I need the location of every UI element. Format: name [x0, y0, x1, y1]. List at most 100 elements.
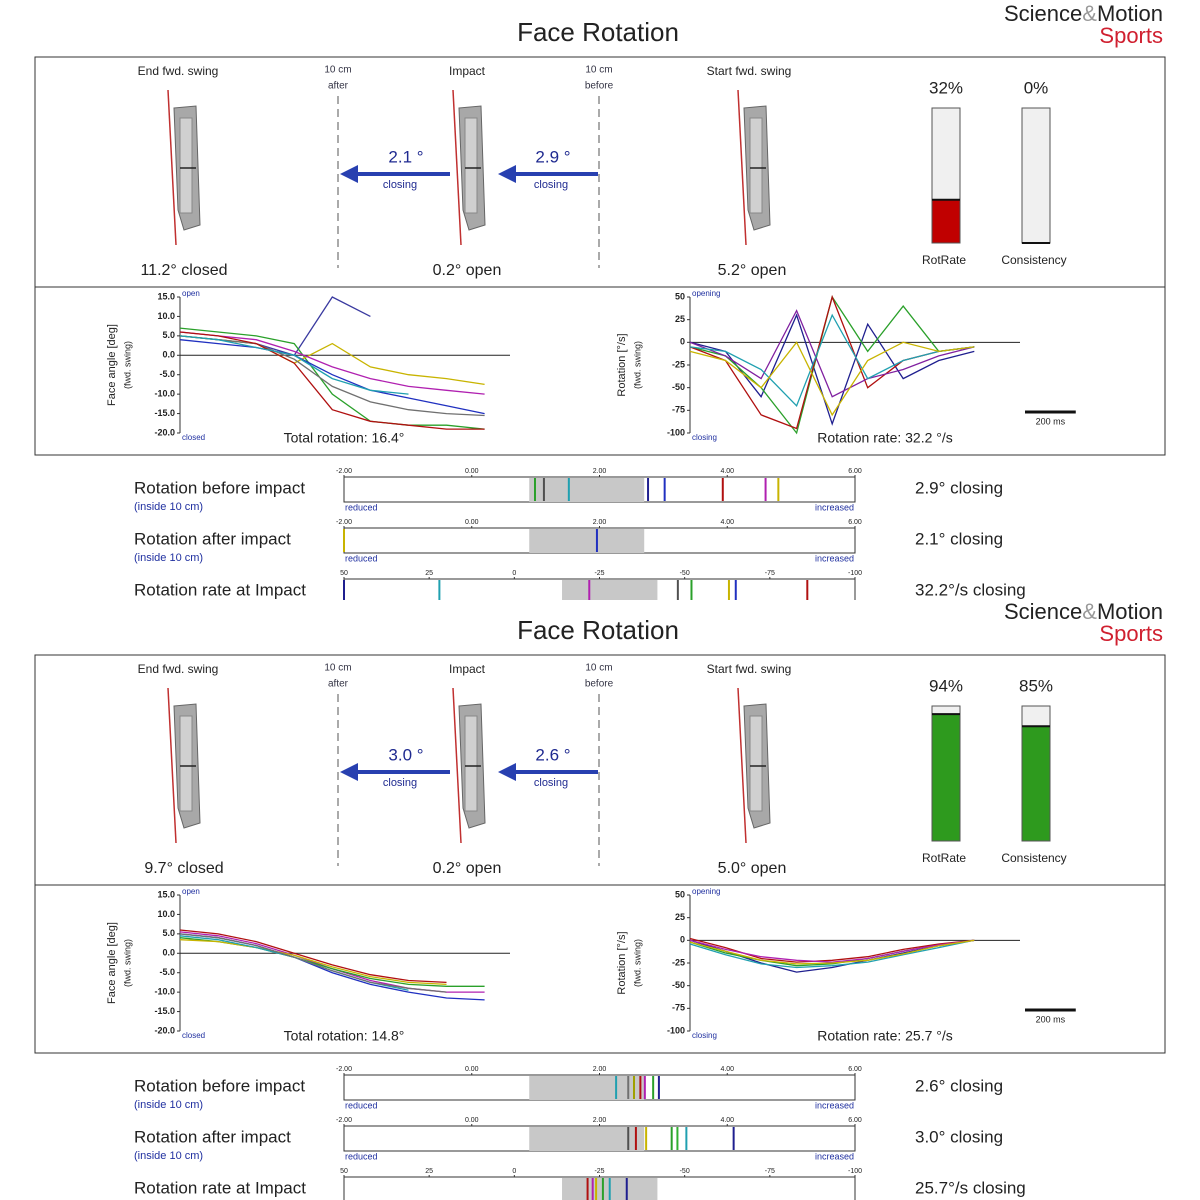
row-sub: (inside 10 cm)	[134, 501, 203, 513]
gauge-value: 94%	[929, 676, 963, 695]
row-result: 25.7°/s closing	[915, 1178, 1026, 1197]
scale-high: increased	[815, 502, 854, 512]
series-line	[179, 331, 485, 430]
x-tick-label: -2.00	[336, 519, 352, 526]
y-tick-label: 10.0	[157, 909, 175, 919]
shaft	[737, 89, 747, 246]
gauge-value: 0%	[1024, 78, 1049, 97]
axis-note: open	[182, 887, 200, 896]
x-tick-label: 6.00	[848, 1066, 862, 1073]
series-line	[689, 939, 975, 963]
y-tick-label: -75	[672, 1003, 685, 1013]
x-tick-label: 0.00	[465, 519, 479, 526]
x-tick-label: 4.00	[720, 468, 734, 475]
position-label: Start fwd. swing	[707, 662, 792, 676]
gauge-value: 32%	[929, 78, 963, 97]
row-label: Rotation after impact	[134, 529, 291, 548]
axis-note: closed	[182, 433, 205, 442]
y-label: Face angle [deg]	[106, 324, 118, 406]
y-tick-label: 15.0	[157, 291, 175, 301]
y-tick-label: -100	[667, 427, 685, 437]
arrow-label: closing	[534, 777, 568, 789]
series-line	[179, 335, 485, 386]
y-tick-label: 25	[675, 314, 685, 324]
y-tick-label: -10.0	[154, 389, 175, 399]
x-tick-label: 6.00	[848, 1117, 862, 1124]
x-tick-label: -2.00	[336, 468, 352, 475]
x-tick-label: 0	[512, 1168, 516, 1175]
row-result: 3.0° closing	[915, 1127, 1003, 1146]
gauge-name: RotRate	[922, 851, 966, 865]
x-tick-label: 50	[340, 1168, 348, 1175]
x-tick-label: 0.00	[465, 468, 479, 475]
arrow-label: closing	[383, 777, 417, 789]
distance-label: 10 cm	[324, 65, 351, 76]
gauge-fill	[931, 199, 961, 244]
axis-note: closing	[692, 433, 717, 442]
distance-label: after	[328, 679, 349, 690]
gauge-name: Consistency	[1001, 253, 1066, 267]
chart-note: Rotation rate: 32.2 °/s	[817, 430, 953, 446]
position-label: End fwd. swing	[138, 662, 219, 676]
row-result: 2.1° closing	[915, 529, 1003, 548]
y-label: (fwd. swing)	[632, 939, 642, 987]
norm-band	[529, 478, 645, 502]
row-label: Rotation rate at Impact	[134, 1178, 306, 1197]
arrow-value: 3.0 °	[388, 745, 423, 764]
brand-tag: Sports	[1099, 23, 1163, 48]
row-result: 32.2°/s closing	[915, 580, 1026, 599]
angle-label: 5.2° open	[718, 262, 787, 279]
brand-tag: Sports	[1099, 621, 1163, 646]
y-tick-label: 50	[675, 889, 685, 899]
y-tick-label: 5.0	[162, 330, 175, 340]
x-tick-label: 25	[425, 570, 433, 577]
series-line	[179, 335, 485, 417]
y-tick-label: -25	[672, 359, 685, 369]
arrow-head	[340, 763, 358, 781]
series-line	[689, 341, 975, 417]
distance-label: 10 cm	[585, 65, 612, 76]
x-tick-label: 2.00	[593, 468, 607, 475]
norm-band	[529, 1076, 645, 1100]
brand-part: Motion	[1097, 599, 1163, 624]
club-face	[179, 715, 193, 812]
y-label: Rotation [°/s]	[616, 931, 628, 994]
x-tick-label: 0	[512, 570, 516, 577]
axis-note: opening	[692, 289, 720, 298]
series-line	[179, 339, 485, 415]
y-label: (fwd. swing)	[122, 341, 132, 389]
series-line	[179, 331, 485, 395]
y-tick-label: -15.0	[154, 408, 175, 418]
series-line	[689, 313, 975, 426]
row-label: Rotation after impact	[134, 1127, 291, 1146]
shaft	[452, 89, 462, 246]
y-tick-label: -5.0	[159, 369, 175, 379]
row-label: Rotation before impact	[134, 478, 305, 497]
y-tick-label: -10.0	[154, 987, 175, 997]
distance-label: 10 cm	[324, 663, 351, 674]
gauge-fill	[1021, 725, 1051, 842]
x-tick-label: -50	[680, 570, 690, 577]
arrow-value: 2.9 °	[535, 147, 570, 166]
gauge-name: Consistency	[1001, 851, 1066, 865]
row-label: Rotation before impact	[134, 1076, 305, 1095]
brand-part: Science	[1004, 599, 1082, 624]
series-line	[689, 939, 975, 969]
position-label: End fwd. swing	[138, 64, 219, 78]
x-tick-label: 25	[425, 1168, 433, 1175]
x-tick-label: 4.00	[720, 1066, 734, 1073]
axis-note: closing	[692, 1031, 717, 1040]
series-line	[179, 327, 485, 430]
series-line	[179, 929, 447, 984]
gauge-frame	[1021, 107, 1051, 244]
chart-box	[34, 884, 1166, 1054]
scale-high: increased	[815, 1100, 854, 1110]
position-label: Start fwd. swing	[707, 64, 792, 78]
chart-note: Rotation rate: 25.7 °/s	[817, 1028, 953, 1044]
distance-label: before	[585, 679, 614, 690]
angle-label: 9.7° closed	[144, 860, 223, 877]
x-tick-label: -25	[594, 1168, 604, 1175]
x-tick-label: 0.00	[465, 1117, 479, 1124]
scale-bar-label: 200 ms	[1036, 416, 1066, 426]
